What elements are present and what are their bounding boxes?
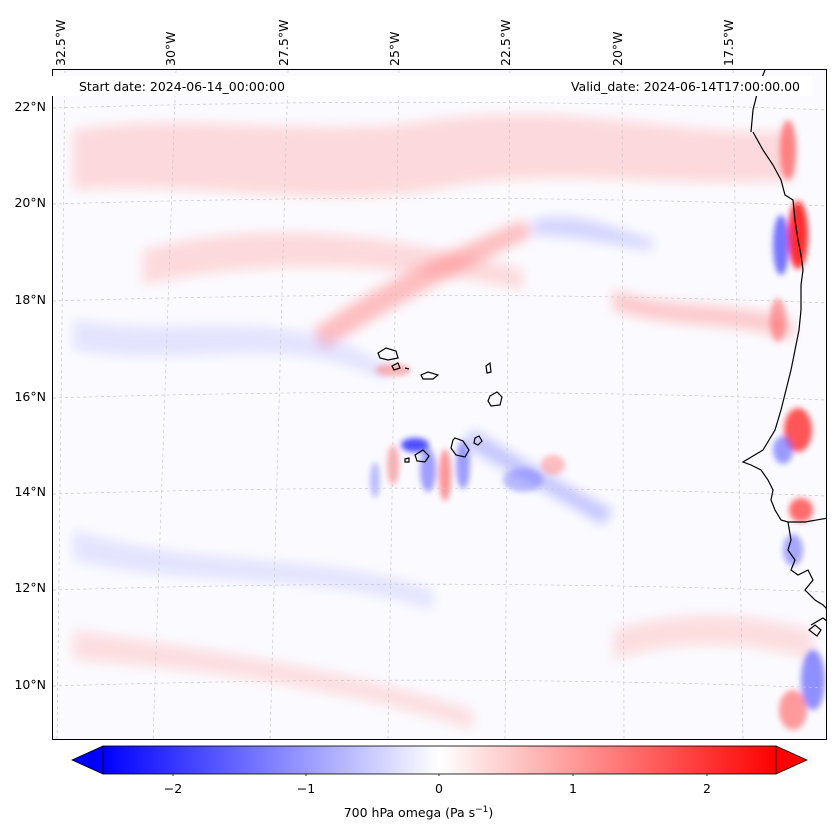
meridian: [152, 70, 177, 739]
african-coast: [810, 617, 826, 626]
colorbar-tick-label: 0: [435, 781, 443, 796]
island-coast: [487, 391, 503, 407]
meridian: [621, 70, 625, 739]
lon-label: 30°W: [163, 31, 178, 66]
graticule: [53, 70, 826, 739]
colorbar-title-exponent: −1: [475, 805, 489, 815]
island-coast: [377, 347, 399, 361]
meridian: [56, 70, 66, 739]
omega-field: [53, 70, 826, 739]
african-coast: [741, 131, 826, 523]
lat-label: 22°N: [14, 99, 46, 114]
lat-label: 12°N: [14, 580, 46, 595]
coastline: [377, 70, 826, 637]
island-coast: [404, 457, 410, 463]
lon-label: 32.5°W: [53, 19, 68, 66]
island-coast: [391, 362, 401, 371]
colorbar-tick-label: −1: [296, 781, 316, 796]
lon-label: 25°W: [387, 31, 402, 66]
lat-label: 18°N: [14, 292, 46, 307]
omega-shading: [73, 114, 813, 730]
start-date-label: Start date: 2024-06-14_00:00:00: [79, 79, 285, 94]
parallel: [53, 101, 826, 111]
island-coast: [485, 361, 492, 374]
colorbar-tick-label: 2: [703, 781, 711, 796]
parallel: [53, 679, 826, 689]
lat-label: 14°N: [14, 484, 46, 499]
colorbar-title-main: 700 hPa omega (Pa s: [343, 805, 476, 821]
lat-label: 20°N: [14, 195, 46, 210]
map-panel: [52, 69, 827, 740]
omega-shading: [370, 120, 825, 730]
colorbar-tick-label: 1: [569, 781, 577, 796]
island-coast: [450, 437, 470, 458]
island-coast: [414, 449, 430, 463]
colorbar-title-close: ): [488, 805, 494, 821]
parallel: [53, 391, 826, 401]
island-coast: [473, 435, 483, 446]
meridian: [269, 70, 289, 739]
lat-label: 16°N: [14, 389, 46, 404]
parallel: [53, 583, 826, 593]
colorbar-extend-high: [775, 745, 808, 775]
lat-label: 10°N: [14, 677, 46, 692]
parallel: [53, 487, 826, 497]
lon-label: 27.5°W: [276, 19, 291, 66]
lon-label: 22.5°W: [498, 19, 513, 66]
meridian: [732, 70, 744, 739]
colorbar-ticks: [172, 774, 708, 776]
island-coast: [808, 624, 822, 637]
lon-label: 20°W: [610, 31, 625, 66]
african-coast: [787, 521, 826, 609]
date-header-strip: [52, 76, 812, 96]
island-coast: [420, 371, 440, 380]
island-coast: [404, 367, 410, 370]
colorbar-tick-label: −2: [163, 781, 183, 796]
lon-label: 17.5°W: [721, 19, 736, 66]
meridian: [504, 70, 511, 739]
colorbar-gradient: [102, 745, 777, 775]
colorbar-extend-low: [71, 745, 104, 775]
parallel: [53, 294, 826, 304]
colorbar: [71, 745, 808, 776]
valid-date-label: Valid_date: 2024-06-14T17:00:00.00: [570, 79, 800, 94]
meridian: [387, 70, 400, 739]
parallel: [53, 197, 826, 207]
colorbar-title: 700 hPa omega (Pa s−1): [0, 805, 837, 820]
